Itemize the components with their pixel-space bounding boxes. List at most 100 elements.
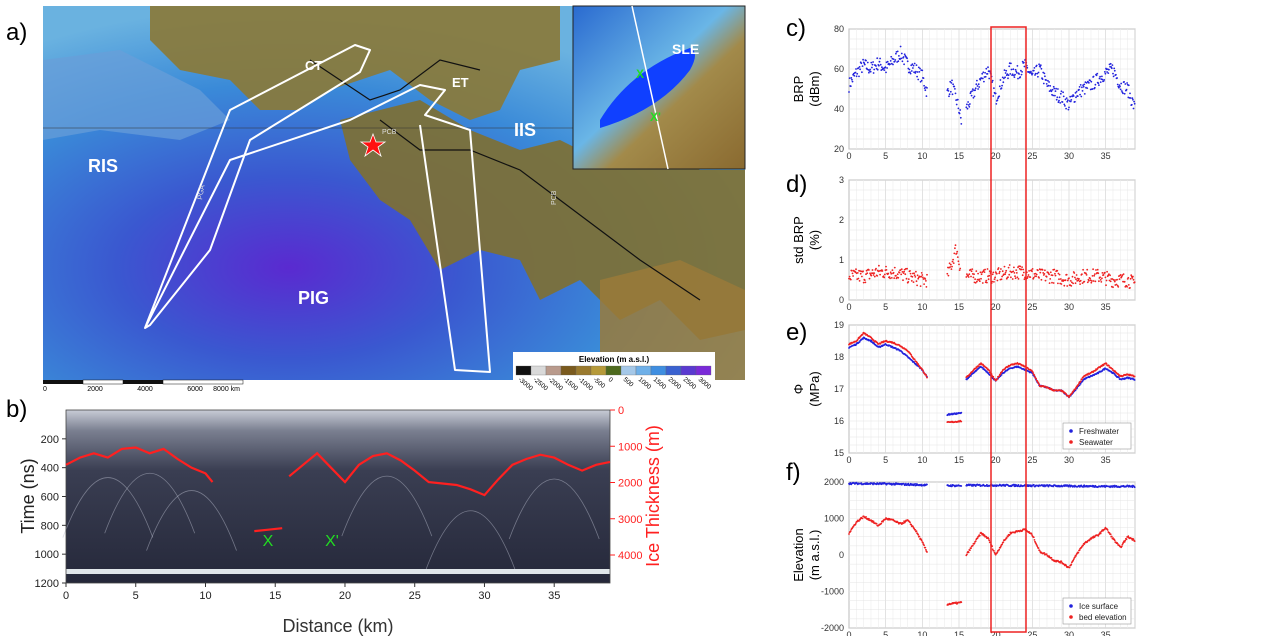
data-point xyxy=(864,332,867,335)
data-point xyxy=(1105,362,1108,365)
data-point xyxy=(907,482,910,485)
data-point xyxy=(1074,556,1076,558)
data-point xyxy=(851,272,854,275)
data-point xyxy=(1038,277,1040,279)
data-point xyxy=(892,58,895,60)
data-point xyxy=(1001,270,1004,273)
data-point xyxy=(925,286,928,288)
data-point xyxy=(1131,277,1134,279)
scalebar: 0 2000 4000 6000 8000 km xyxy=(43,379,244,393)
data-point xyxy=(1002,541,1005,543)
data-point xyxy=(862,281,865,284)
highlight-box xyxy=(990,26,1027,633)
data-point xyxy=(925,375,928,377)
data-point xyxy=(951,79,953,82)
data-point xyxy=(1066,99,1069,102)
data-point xyxy=(1040,67,1043,70)
diffraction-arc xyxy=(104,473,196,534)
x-tick-label: 30 xyxy=(1064,151,1074,161)
data-point xyxy=(1075,386,1077,389)
x-tick-label: 0 xyxy=(63,590,69,602)
data-point xyxy=(1116,77,1118,79)
left-tick-label: 200 xyxy=(41,434,59,446)
data-point xyxy=(1009,73,1012,75)
data-point xyxy=(1133,100,1135,103)
data-point xyxy=(902,279,904,282)
data-point xyxy=(1118,84,1121,86)
data-point xyxy=(978,280,981,283)
data-point xyxy=(871,63,874,66)
region-label-iis: IIS xyxy=(514,120,536,140)
data-point xyxy=(926,273,928,276)
data-point xyxy=(1075,274,1078,276)
data-point xyxy=(969,549,971,552)
data-point xyxy=(849,278,852,281)
data-point xyxy=(881,66,883,69)
data-point xyxy=(949,80,952,83)
data-point xyxy=(1047,485,1050,488)
data-point xyxy=(967,276,970,278)
data-point xyxy=(1109,533,1112,536)
data-point xyxy=(950,268,953,270)
data-point xyxy=(1119,88,1122,91)
data-point xyxy=(879,342,882,345)
legend-marker xyxy=(1069,440,1073,444)
data-point xyxy=(1116,278,1118,281)
data-point xyxy=(1020,69,1022,72)
data-point xyxy=(1010,62,1012,65)
data-point xyxy=(898,55,900,57)
data-point xyxy=(916,284,918,287)
data-point xyxy=(1062,91,1064,94)
data-point xyxy=(1099,279,1102,281)
data-point xyxy=(859,272,862,275)
data-point xyxy=(1048,90,1051,92)
data-point xyxy=(991,273,994,276)
data-point xyxy=(949,266,952,268)
scalebar-seg-1 xyxy=(43,380,83,384)
data-point xyxy=(974,87,977,90)
data-point xyxy=(903,63,905,66)
data-point xyxy=(978,483,981,486)
data-point xyxy=(917,533,920,536)
data-point xyxy=(959,116,962,119)
data-point xyxy=(1103,271,1106,274)
data-point xyxy=(926,483,928,486)
data-point xyxy=(1102,364,1105,367)
data-point xyxy=(880,522,883,525)
data-point xyxy=(1057,88,1059,90)
data-point xyxy=(1108,273,1110,275)
data-point xyxy=(856,72,859,75)
data-point xyxy=(1127,276,1130,279)
data-point xyxy=(1089,79,1091,82)
data-point xyxy=(1040,278,1043,281)
data-point xyxy=(911,63,914,66)
radargram-marker-x: X xyxy=(263,533,274,550)
data-point xyxy=(910,280,913,282)
data-point xyxy=(1010,276,1012,279)
x-tick-label: 5 xyxy=(883,151,888,161)
data-point xyxy=(1059,561,1062,564)
data-point xyxy=(994,276,996,279)
data-point xyxy=(958,112,961,115)
data-point xyxy=(1035,275,1037,278)
data-point xyxy=(1103,368,1106,371)
data-point xyxy=(1132,98,1134,101)
data-point xyxy=(925,548,927,551)
data-point xyxy=(1037,75,1039,78)
data-point xyxy=(988,77,991,80)
data-point xyxy=(1032,69,1035,72)
data-point xyxy=(872,72,875,74)
data-point xyxy=(969,103,971,105)
y-axis-label: Φ xyxy=(791,384,806,394)
data-point xyxy=(1085,274,1088,276)
data-point xyxy=(915,530,918,533)
data-point xyxy=(1000,268,1002,270)
data-point xyxy=(897,276,900,279)
subglacial-lake xyxy=(600,48,695,128)
legend-title: Elevation (m a.s.l.) xyxy=(579,355,650,364)
data-point xyxy=(1070,563,1073,566)
data-point xyxy=(878,60,881,63)
x-tick-label: 25 xyxy=(1027,151,1037,161)
data-point xyxy=(1037,269,1039,272)
data-point xyxy=(1099,81,1102,83)
